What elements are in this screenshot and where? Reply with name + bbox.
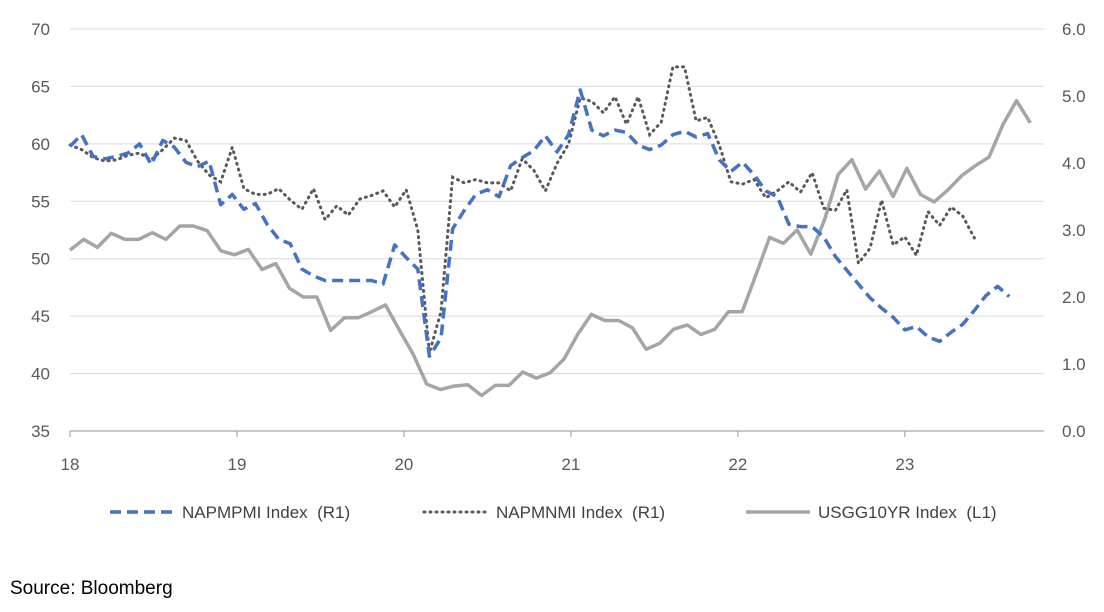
x-tick-label: 22 xyxy=(728,455,747,474)
series-lines xyxy=(68,65,1032,398)
x-axis-ticks: 18 19 20 21 22 23 xyxy=(61,455,915,474)
series-line-napmpmi xyxy=(68,88,1011,359)
left-tick-label: 40 xyxy=(31,365,50,384)
axes xyxy=(69,430,1044,437)
left-tick-label: 45 xyxy=(31,307,50,326)
left-tick-label: 65 xyxy=(31,77,50,96)
left-tick-label: 70 xyxy=(31,20,50,39)
x-tick-label: 20 xyxy=(394,455,413,474)
x-tick-label: 21 xyxy=(561,455,580,474)
right-tick-label: 2.0 xyxy=(1062,288,1086,307)
legend-label-napmpmi: NAPMPMI Index (R1) xyxy=(182,503,350,522)
left-tick-label: 60 xyxy=(31,135,50,154)
legend-label-napmnmi: NAPMNMI Index (R1) xyxy=(496,503,665,522)
x-tick-label: 18 xyxy=(61,455,80,474)
right-tick-label: 4.0 xyxy=(1062,154,1086,173)
left-axis-ticks: 70 65 60 55 50 45 40 35 xyxy=(31,20,50,441)
gridlines xyxy=(70,28,1044,375)
right-tick-label: 1.0 xyxy=(1062,355,1086,374)
series-line-napmnmi xyxy=(68,65,976,354)
left-tick-label: 35 xyxy=(31,422,50,441)
right-tick-label: 3.0 xyxy=(1062,221,1086,240)
left-tick-label: 50 xyxy=(31,250,50,269)
x-tick-label: 23 xyxy=(895,455,914,474)
legend: NAPMPMI Index (R1) NAPMNMI Index (R1) USGG… xyxy=(110,503,997,522)
right-tick-label: 5.0 xyxy=(1062,87,1086,106)
legend-label-usgg10yr: USGG10YR Index (L1) xyxy=(818,503,997,522)
left-tick-label: 55 xyxy=(31,192,50,211)
source-note: Source: Bloomberg xyxy=(10,578,173,599)
right-tick-label: 0.0 xyxy=(1062,422,1086,441)
right-axis-ticks: 6.0 5.0 4.0 3.0 2.0 1.0 0.0 xyxy=(1062,20,1086,441)
series-line-usgg10yr xyxy=(68,98,1032,398)
right-tick-label: 6.0 xyxy=(1062,20,1086,39)
x-tick-label: 19 xyxy=(228,455,247,474)
